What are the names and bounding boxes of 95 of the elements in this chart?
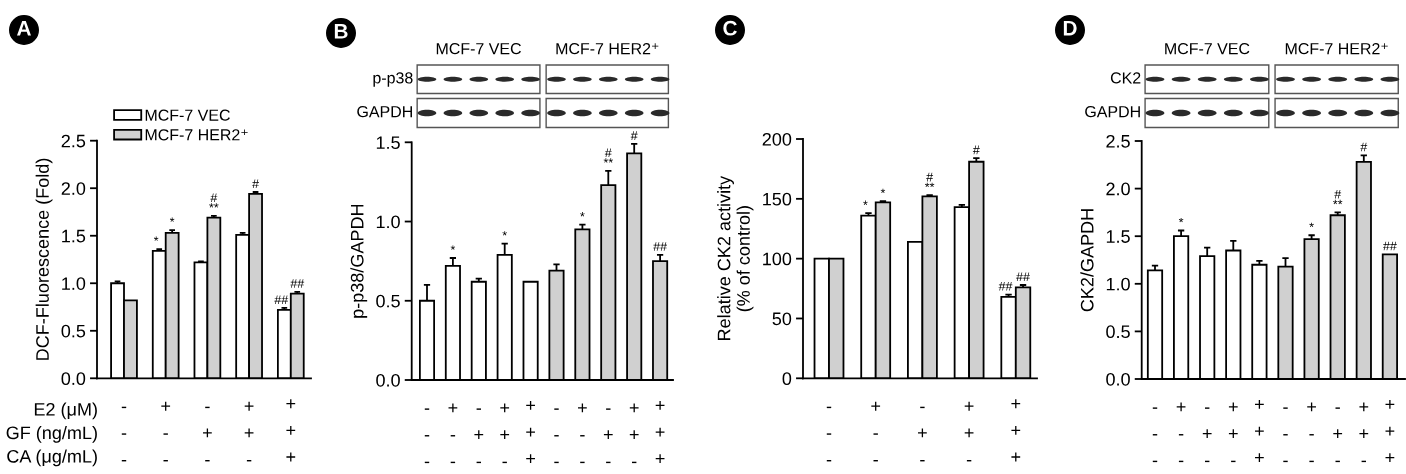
data-label: # ** [924,172,935,188]
category-label: - - - [554,408,559,464]
data-label: ## [274,295,289,304]
category-label: - - - [1152,407,1158,463]
legend-label: MCF-7 VEC [145,109,230,121]
data-label: ## [1383,241,1397,251]
y-tick-label: 1.0 [62,277,86,290]
y-tick-label: 0.5 [376,294,400,308]
x-tick-label: + + + [286,399,296,462]
y-tick-label: 1.5 [1106,230,1130,243]
y-tick-label: 0 [782,372,792,386]
y-tick-label: 0.0 [1106,372,1130,386]
category-label: + + - [629,403,639,464]
category-label: - + - [603,408,613,464]
data-label: * [502,231,507,236]
text: p-p38 [373,72,413,87]
text: MCF-7 HER2⁺ [1285,42,1388,55]
y-tick-label: 1.5 [376,136,400,150]
x-tick-label: + + + [1011,399,1021,462]
category-label: + - - [578,403,587,464]
data-label: * [1309,222,1314,228]
data-label: # [630,131,638,140]
category-label: + - - [1176,402,1186,463]
data-label: ## [998,282,1013,291]
category-label: - - - [424,408,430,464]
chart-title: D [1063,21,1077,36]
category-label: - + - [203,406,212,462]
category-label: - - - [1283,407,1288,463]
data-label: ## [1016,272,1030,281]
x-tick-label: + + + [655,400,665,464]
y-tick-label: 2.0 [1106,182,1130,196]
legend-label: MCF-7 HER2⁺ [145,129,248,141]
data-label: * [153,236,159,241]
y-axis-title: p-p38/GAPDH [350,204,368,318]
text: MCF-7 HER2⁺ [556,42,659,55]
data-label: # ** [603,148,613,163]
data-label: ## [653,242,667,251]
category-label: - + - [918,406,927,462]
chart-title: C [723,20,737,36]
data-label: ## [290,279,305,288]
text: CK2 [1110,72,1141,84]
data-label: * [450,245,456,250]
category-label: - - - [121,406,127,462]
y-tick-label: 0.0 [61,372,86,386]
category-label: + + - [1228,402,1238,463]
data-label: # [1360,142,1368,152]
data-label: * [880,188,886,194]
x-tick-label: + + + [1385,399,1395,463]
y-tick-label: 0.5 [61,324,86,338]
chart-title: A [16,21,31,36]
text: GF (ng/mL) [6,425,97,443]
data-label: # [252,179,259,189]
text: GAPDH [1085,105,1140,118]
text: CA (μg/mL) [7,449,97,467]
y-tick-label: 2.5 [61,134,86,148]
category-label: + - - [1307,402,1316,463]
data-label: # ** [209,193,219,208]
y-tick-label: 1.0 [376,215,400,229]
y-axis-title: Relative CK2 activity (% of control) [717,175,754,340]
y-tick-label: 2.0 [61,182,86,195]
y-tick-label: 200 [762,132,792,146]
y-tick-label: 0.5 [1106,325,1130,339]
category-label: + + - [1359,402,1369,463]
y-axis-title: DCF-Fluorescence (Fold) [35,158,53,360]
data-label: * [863,200,868,205]
text: MCF-7 VEC [436,42,521,55]
y-tick-label: 0.0 [376,373,400,387]
x-tick-label: + + + [1255,399,1264,463]
chart-title: B [334,24,348,39]
y-tick-label: 50 [772,312,792,326]
y-tick-label: 100 [763,252,792,266]
category-label: + + - [964,401,974,462]
category-label: - + - [1202,407,1212,463]
category-label: - + - [474,408,484,464]
y-tick-label: 1.5 [62,229,86,243]
data-label: * [580,212,585,217]
category-label: + - - [448,403,458,464]
data-label: # [972,145,980,155]
y-tick-label: 1.0 [1106,277,1130,291]
text: GAPDH [357,105,412,118]
text: MCF-7 VEC [1165,42,1250,55]
data-label: * [1178,217,1184,223]
category-label: + - - [871,401,881,462]
category-label: + - - [161,401,171,462]
y-tick-label: 150 [763,192,792,206]
category-label: - - - [826,406,832,462]
data-label: * [169,217,175,222]
y-axis-title: CK2/GAPDH [1080,209,1094,312]
text: E2 (μM) [34,402,97,420]
x-tick-label: + + + [526,400,535,464]
data-label: # ** [1333,190,1343,205]
category-label: - + - [1333,407,1343,463]
category-label: + + - [244,401,254,462]
y-tick-label: 2.5 [1106,134,1130,148]
category-label: + + - [500,403,510,464]
